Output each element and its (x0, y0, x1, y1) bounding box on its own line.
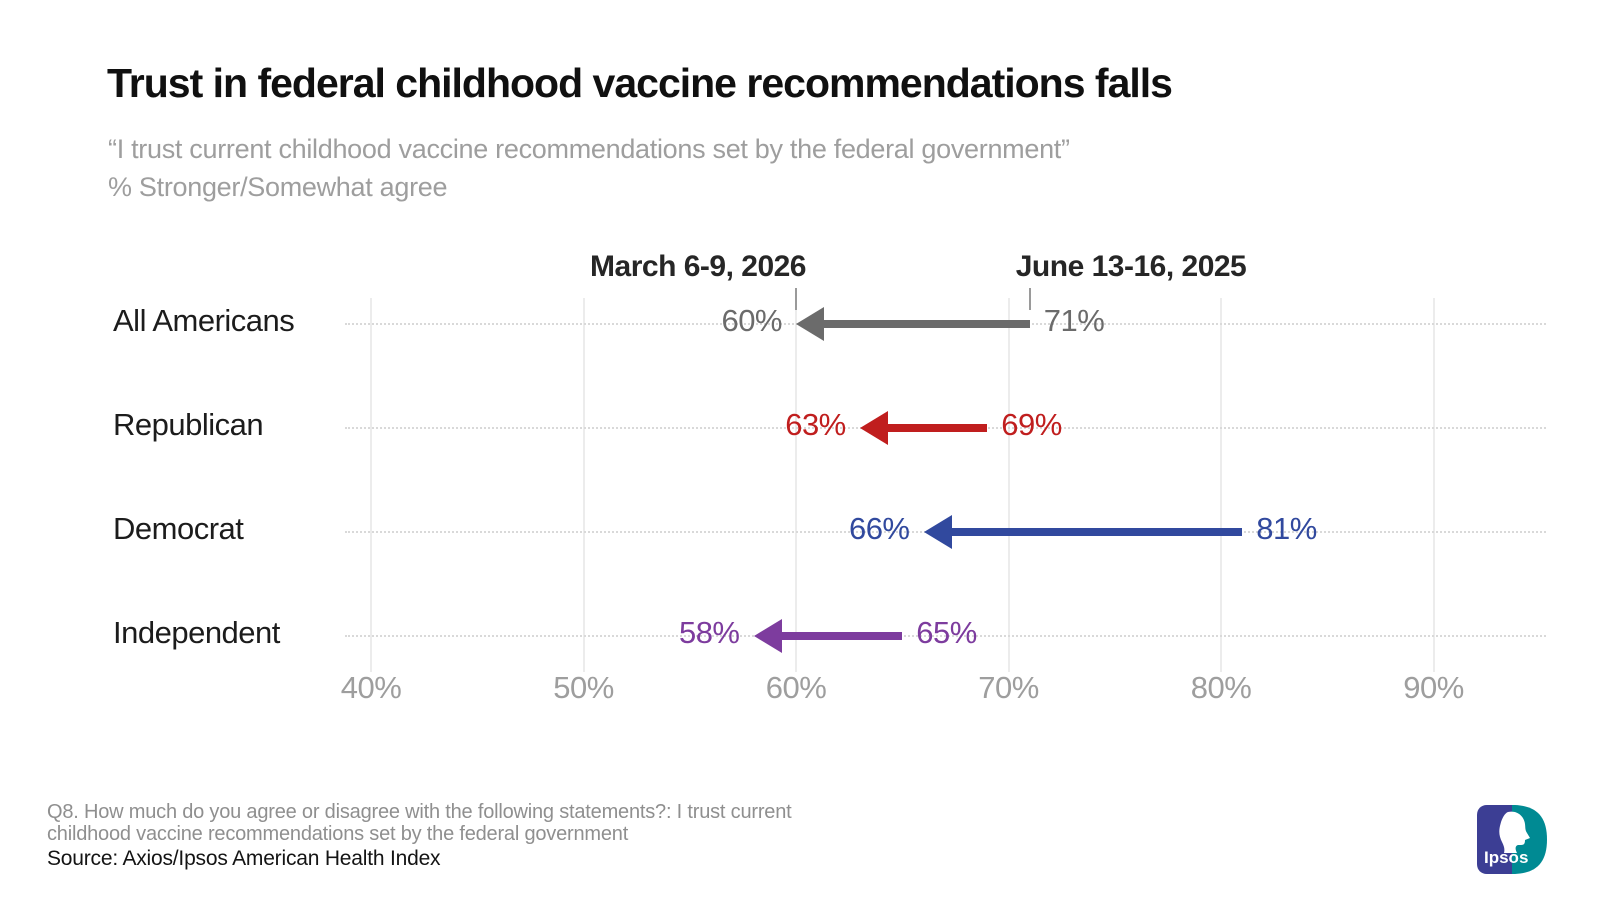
footnote-line-1: Q8. How much do you agree or disagree wi… (47, 801, 792, 823)
x-axis-label-70: 70% (978, 670, 1039, 705)
x-axis-label-60: 60% (765, 670, 827, 705)
arrow-shaft-independent (773, 632, 903, 640)
chart-subtitle-question: “I trust current childhood vaccine recom… (108, 134, 1070, 164)
arrow-shaft-all-americans (816, 320, 1030, 328)
arrowhead-independent (753, 619, 782, 653)
category-label-republican: Republican (113, 407, 264, 442)
gridline-60 (795, 298, 797, 672)
arrowhead-republican (859, 411, 888, 445)
column-header-previous: June 13-16, 2025 (1015, 250, 1247, 283)
x-axis-label-40: 40% (340, 670, 402, 705)
value-current-all-americans: 60% (721, 303, 782, 338)
category-label-democrat: Democrat (113, 511, 244, 546)
gridline-50 (582, 298, 585, 672)
arrow-shaft-republican (879, 424, 988, 432)
value-previous-republican: 69% (1001, 407, 1062, 442)
page-title: Trust in federal childhood vaccine recom… (107, 60, 1173, 106)
value-previous-all-americans: 71% (1043, 303, 1105, 338)
arrowhead-all-americans (796, 307, 824, 341)
chart-subtitle-measure: % Stronger/Somewhat agree (108, 172, 448, 202)
ipsos-logo-wordmark: Ipsos (1484, 848, 1528, 867)
category-label-independent: Independent (113, 615, 280, 650)
row-dotted-line-independent (345, 635, 1546, 637)
column-header-current: March 6-9, 2026 (590, 250, 806, 283)
value-previous-independent: 65% (916, 615, 977, 650)
arrow-shaft-democrat (943, 528, 1243, 536)
ipsos-logo: Ipsos (1477, 805, 1547, 874)
value-previous-democrat: 81% (1256, 511, 1317, 546)
category-label-all-americans: All Americans (113, 303, 295, 338)
footnote-line-2: childhood vaccine recommendations set by… (47, 823, 629, 845)
arrowhead-democrat (923, 515, 952, 549)
gridline-40 (370, 298, 372, 672)
x-axis-label-80: 80% (1190, 670, 1252, 705)
gridline-80 (1220, 298, 1222, 672)
value-current-republican: 63% (785, 407, 846, 442)
header-leader-tick-previous (1028, 288, 1031, 310)
face-silhouette-icon (1499, 811, 1530, 853)
gridline-70 (1007, 298, 1010, 672)
header-leader-tick-current (795, 288, 797, 310)
x-axis-label-50: 50% (553, 670, 614, 705)
gridline-90 (1432, 298, 1435, 672)
x-axis-label-90: 90% (1403, 670, 1464, 705)
value-current-democrat: 66% (848, 511, 910, 546)
source-credit: Source: Axios/Ipsos American Health Inde… (47, 847, 441, 870)
value-current-independent: 58% (678, 615, 740, 650)
